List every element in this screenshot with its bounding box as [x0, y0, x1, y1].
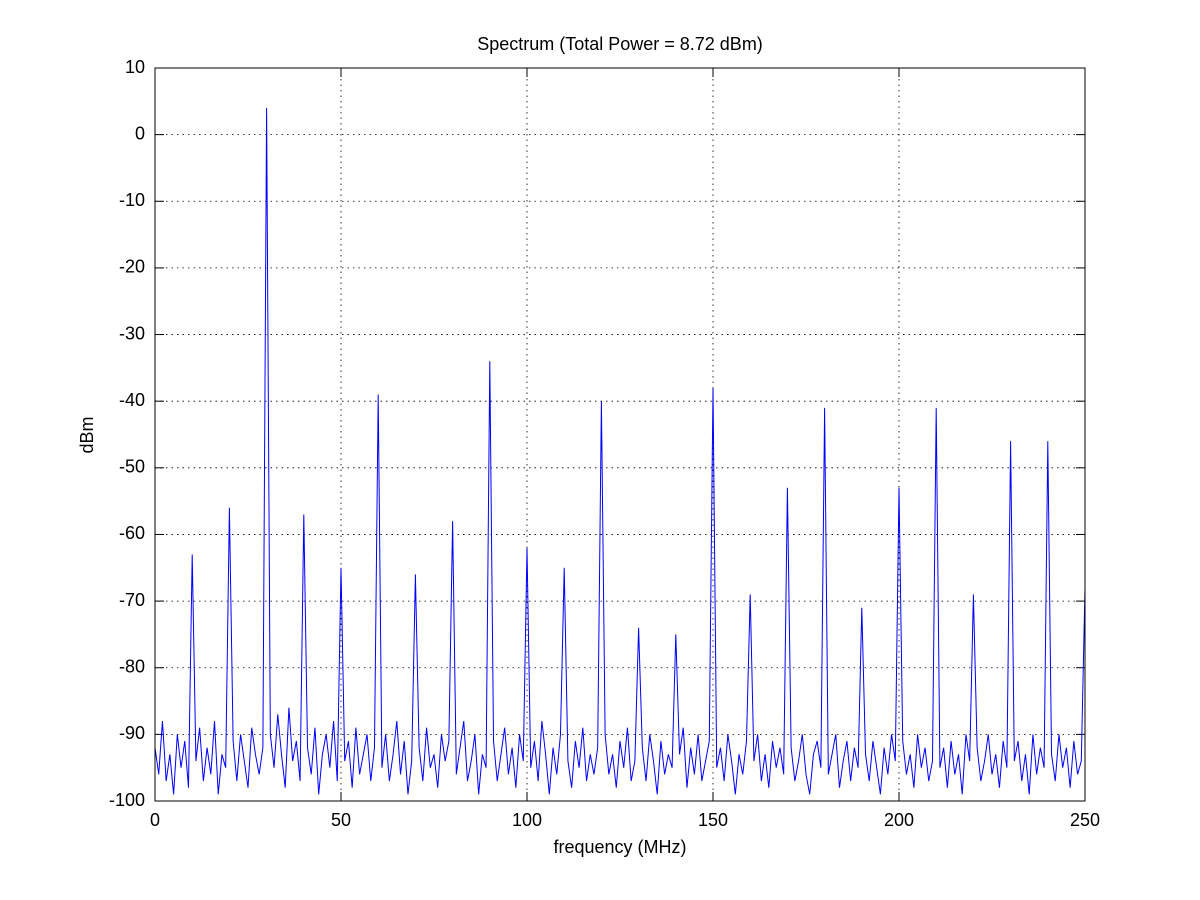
x-tick-label: 150: [698, 810, 728, 830]
y-tick-label: -50: [119, 457, 145, 477]
y-axis-label: dBm: [77, 416, 97, 453]
x-tick-label: 50: [331, 810, 351, 830]
y-tick-label: -20: [119, 257, 145, 277]
spectrum-line: [154, 107, 1086, 795]
x-tick-label: 100: [512, 810, 542, 830]
x-tick-label: 200: [884, 810, 914, 830]
x-tick-label: 250: [1070, 810, 1100, 830]
y-tick-label: -40: [119, 390, 145, 410]
y-tick-label: 0: [135, 123, 145, 143]
plot-frame: [154, 67, 1086, 802]
y-tick-label: -10: [119, 190, 145, 210]
y-tick-label: 10: [125, 57, 145, 77]
chart-title: Spectrum (Total Power = 8.72 dBm): [477, 34, 763, 54]
x-tick-label: 0: [150, 810, 160, 830]
y-tick-label: -70: [119, 590, 145, 610]
y-tick-label: -60: [119, 523, 145, 543]
y-tick-label: -100: [109, 790, 145, 810]
y-tick-label: -80: [119, 656, 145, 676]
y-tick-label: -90: [119, 723, 145, 743]
plot-area: [155, 68, 1085, 801]
x-axis-label: frequency (MHz): [553, 837, 686, 857]
y-tick-label: -30: [119, 323, 145, 343]
